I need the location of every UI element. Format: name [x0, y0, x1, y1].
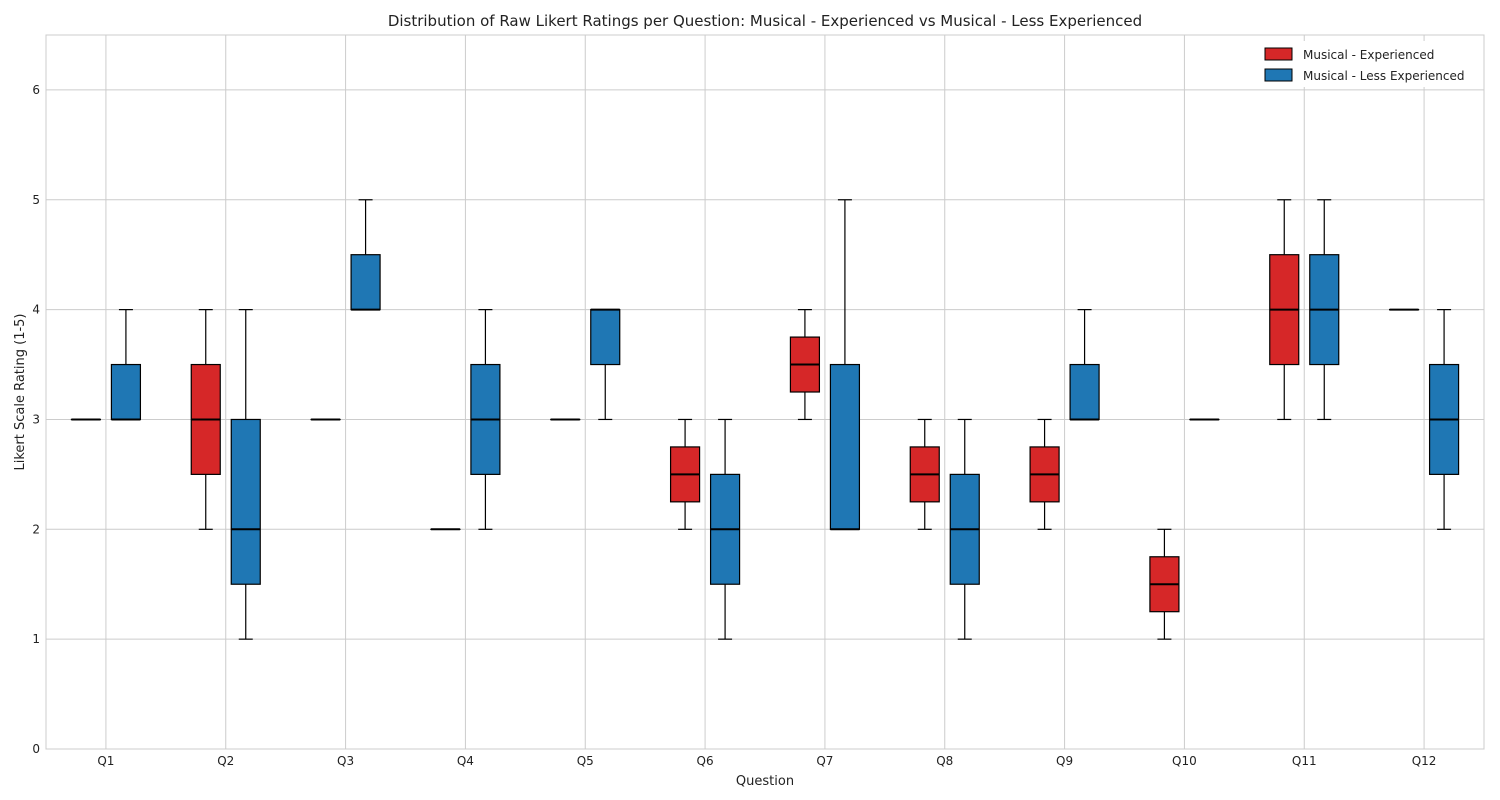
box-less-experienced-q11: [1309, 199, 1340, 421]
iqr-box: [590, 309, 621, 366]
box-less-experienced-q1: [110, 309, 142, 421]
legend-swatch-experienced: [1264, 47, 1293, 61]
x-tick-label-q6: Q6: [697, 754, 714, 768]
iqr-box: [110, 363, 142, 421]
x-tick-label-q5: Q5: [577, 754, 594, 768]
box-less-experienced-q4: [470, 309, 501, 530]
x-tick-label-q4: Q4: [457, 754, 474, 768]
grid-lines: [45, 34, 1485, 750]
x-tick-label-q3: Q3: [337, 754, 354, 768]
box-less-experienced-q5: [590, 308, 621, 421]
box-less-experienced-q3: [350, 199, 381, 311]
y-tick-label: 2: [32, 522, 40, 536]
box-less-experienced-q8: [949, 418, 980, 640]
legend-label-less-experienced: Musical - Less Experienced: [1303, 69, 1465, 83]
iqr-box: [230, 418, 261, 585]
box-less-experienced-q12: [1428, 309, 1460, 530]
iqr-box: [350, 254, 381, 311]
box-less-experienced-q9: [1069, 309, 1100, 421]
box-less-experienced-q6: [709, 418, 741, 640]
y-tick-label: 5: [32, 193, 40, 207]
iqr-box: [829, 363, 861, 530]
y-tick-label: 4: [32, 303, 40, 317]
y-tick-label: 3: [32, 412, 40, 426]
axis-ticks: 0 1 2 3 4 5 6 Q1 Q2 Q3 Q4 Q5 Q6 Q7 Q8 Q9 Q10 Q11 Q12: [32, 83, 1436, 768]
box-experienced-q9: [1029, 418, 1060, 530]
y-tick-label: 6: [32, 83, 40, 97]
x-tick-label-q8: Q8: [936, 754, 953, 768]
box-less-experienced-q7: [829, 199, 861, 531]
box-experienced-q11: [1269, 199, 1300, 421]
legend-label-experienced: Musical - Experienced: [1303, 48, 1434, 62]
legend-swatch-less-experienced: [1264, 68, 1293, 82]
box-experienced-q2: [190, 309, 221, 530]
chart-title: Distribution of Raw Likert Ratings per Q…: [388, 12, 1142, 30]
x-tick-label-q7: Q7: [816, 754, 833, 768]
iqr-box: [1069, 363, 1100, 421]
y-axis-label: Likert Scale Rating (1-5): [13, 313, 28, 470]
x-axis-label: Question: [736, 774, 794, 789]
x-tick-label-q9: Q9: [1056, 754, 1073, 768]
box-experienced-q7: [789, 309, 821, 421]
y-tick-label: 0: [32, 742, 40, 756]
box-experienced-q10: [1149, 528, 1180, 640]
x-tick-label-q11: Q11: [1292, 754, 1317, 768]
x-tick-label-q2: Q2: [217, 754, 234, 768]
plot-frame: [45, 34, 1485, 750]
box-experienced-q6: [669, 418, 701, 530]
x-tick-label-q1: Q1: [97, 754, 114, 768]
legend-background: [1262, 41, 1478, 87]
x-tick-label-q12: Q12: [1412, 754, 1437, 768]
box-experienced-q8: [909, 418, 940, 530]
box-plots: [70, 199, 1460, 640]
box-less-experienced-q2: [230, 309, 261, 640]
x-tick-label-q10: Q10: [1172, 754, 1197, 768]
y-tick-label: 1: [32, 632, 40, 646]
legend: Musical - Experienced Musical - Less Exp…: [1262, 41, 1478, 87]
